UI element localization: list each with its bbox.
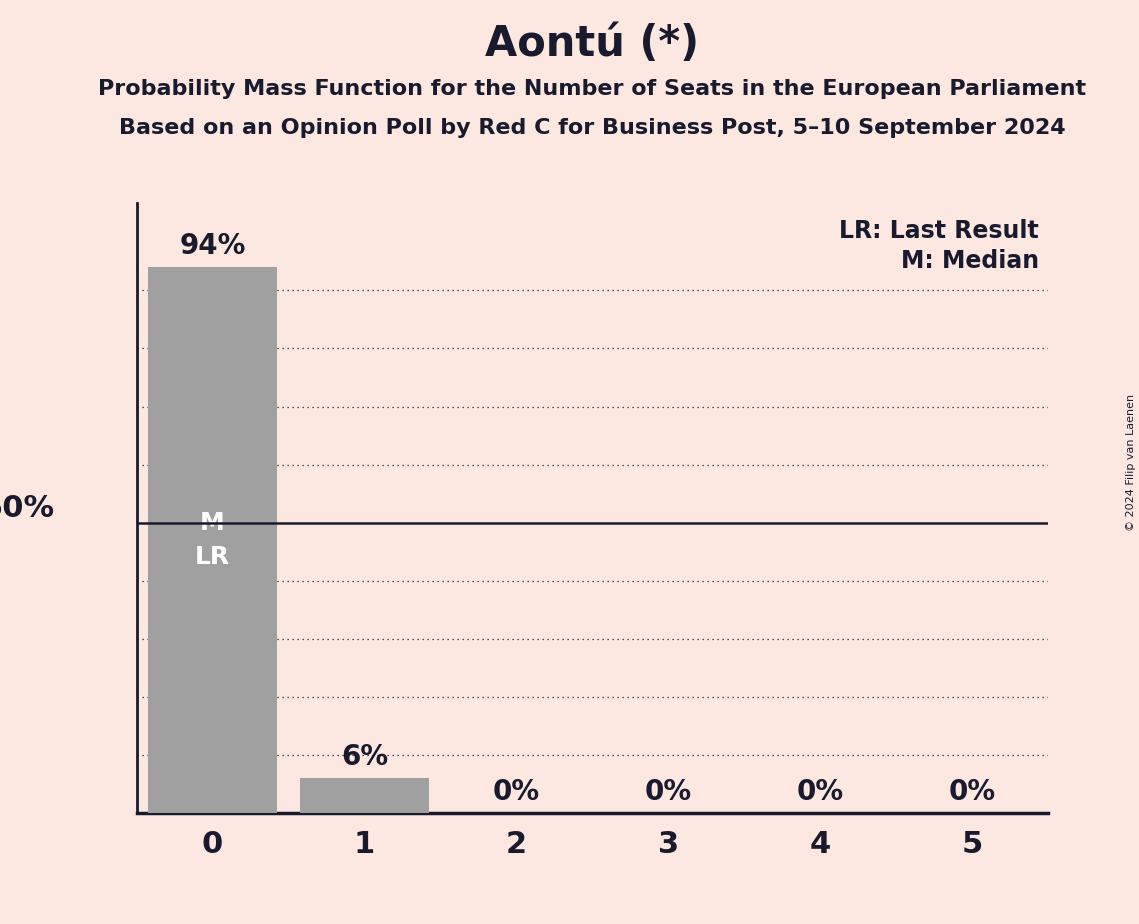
- Text: 0%: 0%: [645, 778, 691, 806]
- Text: Aontú (*): Aontú (*): [485, 23, 699, 65]
- Text: Based on an Opinion Poll by Red C for Business Post, 5–10 September 2024: Based on an Opinion Poll by Red C for Bu…: [118, 118, 1066, 139]
- Text: © 2024 Filip van Laenen: © 2024 Filip van Laenen: [1126, 394, 1136, 530]
- Text: 50%: 50%: [0, 493, 55, 523]
- Text: 6%: 6%: [341, 743, 388, 772]
- Text: M: Median: M: Median: [901, 249, 1039, 273]
- Bar: [148, 267, 277, 813]
- Bar: [300, 778, 429, 813]
- Text: M
LR: M LR: [195, 511, 230, 569]
- Text: 0%: 0%: [796, 778, 844, 806]
- Text: Probability Mass Function for the Number of Seats in the European Parliament: Probability Mass Function for the Number…: [98, 79, 1087, 99]
- Text: 0%: 0%: [493, 778, 540, 806]
- Text: LR: Last Result: LR: Last Result: [839, 218, 1039, 242]
- Text: 0%: 0%: [949, 778, 995, 806]
- Text: 94%: 94%: [180, 232, 246, 261]
